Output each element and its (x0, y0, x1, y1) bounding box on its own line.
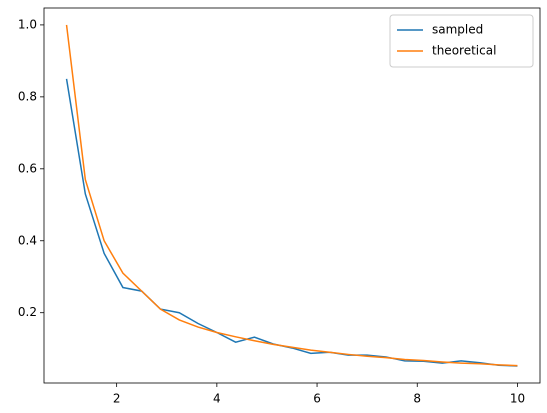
y-tick-label: 1.0 (18, 17, 37, 31)
series-line (65, 24, 518, 367)
x-tick-label: 6 (313, 392, 321, 406)
y-tick-label: 0.2 (18, 305, 37, 319)
y-tick-label: 0.8 (18, 89, 37, 103)
y-tick-label: 0.4 (18, 233, 37, 247)
legend-box (389, 14, 534, 68)
x-tick-label: 8 (413, 392, 421, 406)
x-tick-label: 2 (113, 392, 121, 406)
legend-label: sampled (432, 23, 483, 37)
legend-label: theoretical (432, 44, 496, 58)
y-tick-label: 0.6 (18, 161, 37, 175)
x-tick-label: 10 (510, 392, 525, 406)
axes-frame (43, 7, 541, 384)
x-tick-label: 4 (213, 392, 221, 406)
